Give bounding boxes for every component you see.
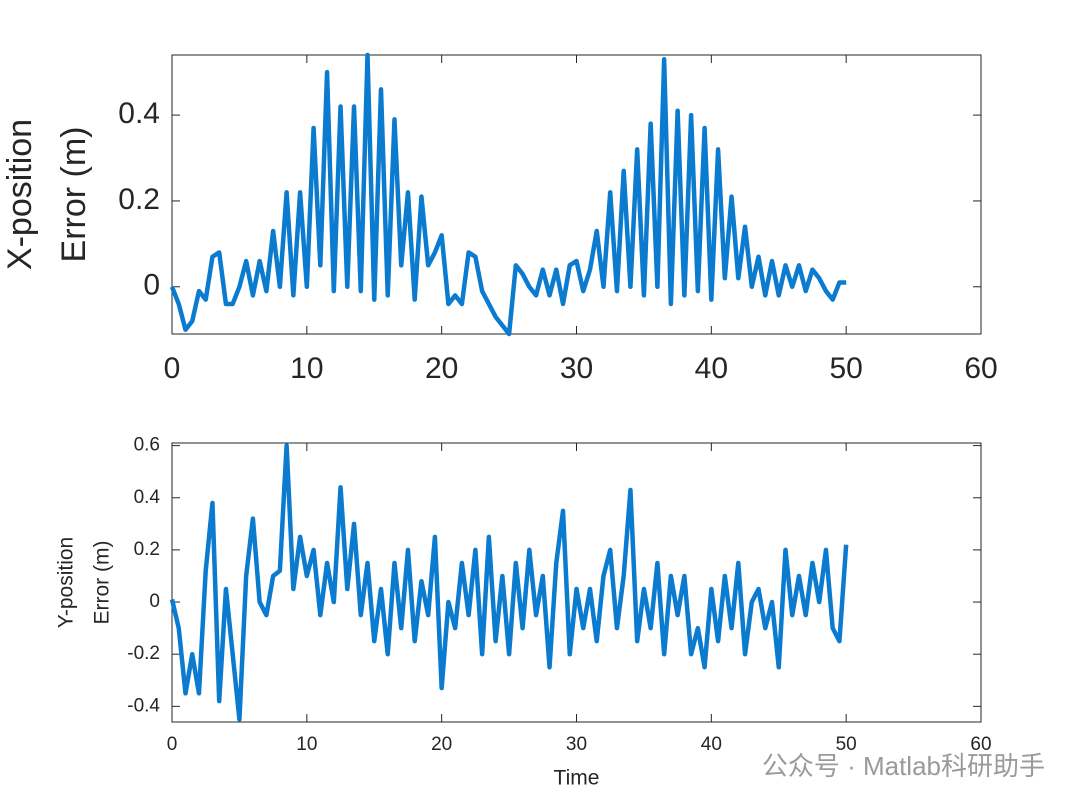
x-axis-label: Time — [554, 767, 600, 790]
y-tick-label: -0.2 — [127, 643, 160, 664]
x-tick-label: 40 — [695, 352, 728, 385]
x-tick-label: 10 — [296, 734, 317, 755]
x-tick-label: 0 — [164, 352, 181, 385]
y-axis-label: Y-position — [55, 537, 78, 628]
x-tick-label: 60 — [964, 352, 997, 385]
y-tick-label: -0.4 — [127, 695, 160, 716]
data-line — [169, 52, 847, 337]
y-tick-label: 0.2 — [134, 539, 160, 560]
x-tick-label: 30 — [566, 734, 587, 755]
y-axis-label: X-position — [1, 119, 39, 270]
y-tick-label: 0.4 — [118, 97, 160, 130]
y-tick-label: 0.2 — [118, 183, 160, 216]
watermark: 公众号 · Matlab科研助手 — [762, 751, 1045, 781]
x-tick-label: 50 — [829, 352, 862, 385]
data-line — [169, 443, 849, 722]
x-tick-label: 30 — [560, 352, 593, 385]
x-tick-label: 10 — [290, 352, 323, 385]
x-tick-label: 0 — [167, 734, 178, 755]
y-tick-label: 0 — [143, 269, 160, 302]
x-tick-label: 60 — [970, 734, 991, 755]
y-tick-label: 0 — [149, 591, 160, 612]
y-axis-label: Error (m) — [91, 541, 114, 625]
y-tick-label: 0.4 — [134, 487, 161, 508]
y-axis-label: Error (m) — [55, 127, 93, 263]
x-tick-label: 20 — [431, 734, 452, 755]
x-tick-label: 50 — [836, 734, 857, 755]
y-tick-label: 0.6 — [134, 435, 160, 456]
x-tick-label: 40 — [701, 734, 722, 755]
x-tick-label: 20 — [425, 352, 458, 385]
